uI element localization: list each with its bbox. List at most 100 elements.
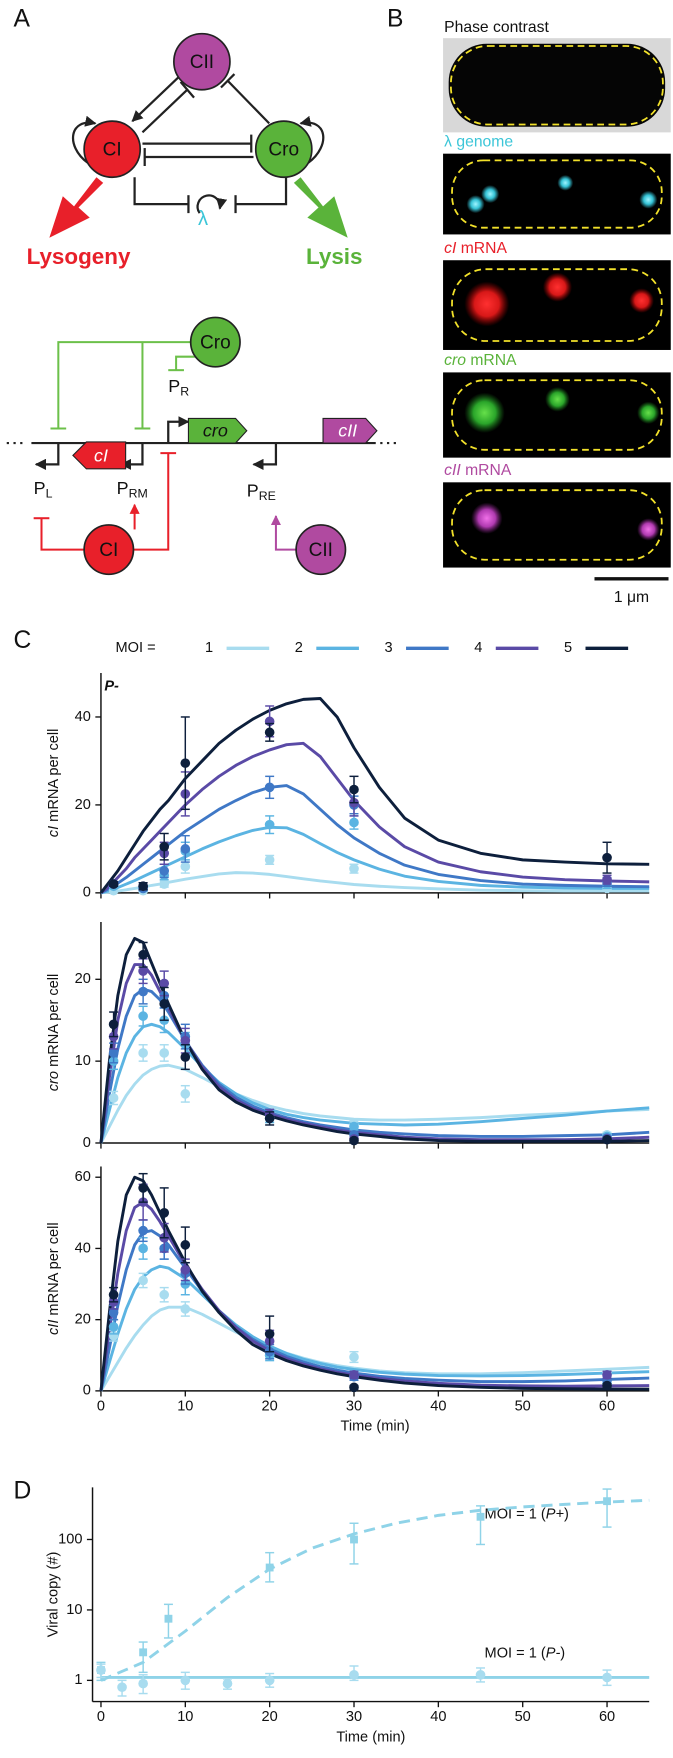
repression-bar xyxy=(179,81,195,99)
spot xyxy=(637,518,660,541)
legend-label: 2 xyxy=(295,640,303,656)
data-point xyxy=(180,758,191,768)
spot xyxy=(545,386,570,412)
promoter-label: PRE xyxy=(247,480,276,503)
data-point xyxy=(475,1669,486,1680)
error-bar xyxy=(602,1488,612,1528)
promoter xyxy=(252,443,278,470)
text-part: cII xyxy=(46,1320,62,1335)
text-part: P- xyxy=(546,1645,561,1661)
data-point xyxy=(108,1019,119,1030)
spot xyxy=(466,195,485,214)
x-axis-label: Time (min) xyxy=(336,1729,405,1745)
data-point xyxy=(602,1370,612,1380)
x-tick-label: 60 xyxy=(599,1398,615,1414)
data-point xyxy=(180,1089,191,1099)
x-tick-label: 50 xyxy=(515,1398,531,1414)
error-bar xyxy=(349,1522,359,1565)
data-point xyxy=(222,1678,233,1689)
curve xyxy=(99,963,650,1144)
cell-outline xyxy=(450,45,664,126)
spot xyxy=(464,281,510,327)
data-point xyxy=(476,1512,485,1521)
data-point xyxy=(265,1563,274,1572)
data-point xyxy=(108,1307,119,1318)
repression-line xyxy=(40,518,85,551)
data-point xyxy=(264,1329,275,1339)
data-point xyxy=(159,866,170,876)
data-point xyxy=(602,1380,612,1391)
text-part: ) xyxy=(564,1506,569,1522)
y-axis-label: cro mRNA per cell xyxy=(46,974,62,1091)
text-part: mRNA per cell xyxy=(46,1222,62,1319)
text-part: cro xyxy=(46,1071,62,1091)
spot xyxy=(557,174,574,191)
activation-arrow xyxy=(131,75,181,122)
data-point xyxy=(349,1669,359,1680)
data-point xyxy=(108,1048,119,1058)
spot xyxy=(542,272,573,302)
protein-node xyxy=(173,32,231,91)
protein-node xyxy=(254,120,313,179)
protein-node xyxy=(83,524,135,576)
data-point xyxy=(138,1243,148,1254)
repression-bar xyxy=(220,73,236,89)
spot xyxy=(637,401,660,424)
scale-label: 1 μm xyxy=(614,589,649,606)
curve xyxy=(99,1264,650,1392)
data-point xyxy=(603,1497,611,1506)
curve xyxy=(100,784,650,895)
data-point xyxy=(180,1240,191,1250)
image-label: cI mRNA xyxy=(444,240,507,257)
y-axis-label: cI mRNA per cell xyxy=(46,729,62,838)
gene xyxy=(322,417,378,444)
gene-label: cII xyxy=(338,421,357,441)
curve xyxy=(100,741,650,895)
text-part: P- xyxy=(104,678,119,694)
legend-title: MOI = xyxy=(116,640,156,656)
data-point xyxy=(180,1052,191,1062)
y-tick-label: 0 xyxy=(83,885,91,901)
data-point xyxy=(180,1675,191,1686)
x-tick-label: 60 xyxy=(599,1709,615,1725)
curve xyxy=(99,1200,650,1392)
data-point xyxy=(96,1665,106,1675)
data-point xyxy=(602,874,612,885)
spot xyxy=(629,288,654,313)
panel-label: B xyxy=(387,6,403,33)
data-point xyxy=(264,727,275,738)
data-point xyxy=(264,1675,275,1686)
data-point xyxy=(108,1093,119,1103)
text-part: MOI = 1 ( xyxy=(485,1645,546,1661)
curve xyxy=(99,697,650,894)
data-point xyxy=(138,1225,148,1236)
promoter xyxy=(120,443,144,470)
activation-arrow xyxy=(270,514,298,551)
node-label: CI xyxy=(99,540,118,561)
y-tick-label: 10 xyxy=(66,1602,82,1618)
data-point xyxy=(159,978,170,989)
curve xyxy=(100,1498,650,1682)
data-point xyxy=(349,1352,359,1362)
y-tick-label: 1 xyxy=(74,1672,82,1688)
legend-label: 4 xyxy=(474,640,482,656)
curve xyxy=(99,1063,650,1144)
node-label: CII xyxy=(190,52,214,73)
curve xyxy=(99,1022,650,1144)
y-tick-label: 100 xyxy=(58,1531,82,1547)
data-point xyxy=(180,1304,191,1314)
curve xyxy=(100,871,650,895)
replication-loop xyxy=(196,194,228,214)
promoter-label: PR xyxy=(168,376,189,399)
text-part: ) xyxy=(560,1645,565,1661)
data-point xyxy=(349,1370,359,1380)
x-tick-label: 20 xyxy=(262,1709,278,1725)
annotation: MOI = 1 (P-) xyxy=(485,1645,566,1661)
data-point xyxy=(138,1048,148,1058)
y-tick-label: 20 xyxy=(75,971,91,987)
data-point xyxy=(138,1678,148,1689)
y-tick-label: 20 xyxy=(75,797,91,813)
promoter xyxy=(34,443,60,470)
data-point xyxy=(139,1648,148,1657)
y-axis-label: cII mRNA per cell xyxy=(46,1222,62,1335)
